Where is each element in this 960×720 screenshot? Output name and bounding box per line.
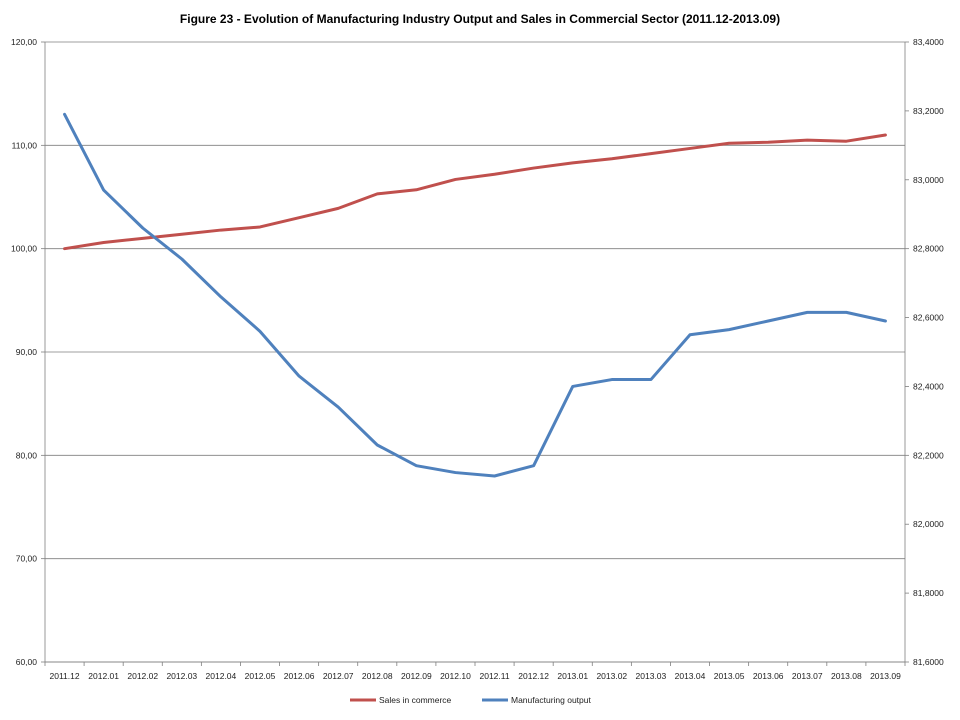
x-tick-label: 2012.03 (166, 671, 197, 681)
right-tick-label: 82,8000 (913, 244, 944, 254)
right-tick-label: 81,6000 (913, 657, 944, 667)
x-tick-label: 2012.01 (88, 671, 119, 681)
left-tick-label: 70,00 (16, 554, 38, 564)
right-tick-label: 82,4000 (913, 381, 944, 391)
right-tick-label: 82,0000 (913, 519, 944, 529)
left-tick-label: 80,00 (16, 450, 38, 460)
x-tick-label: 2012.04 (206, 671, 237, 681)
left-tick-label: 110,00 (12, 140, 38, 150)
right-y-axis-ticks: 81,6000 81,8000 82,0000 82,2000 82,4000 82,60… (905, 37, 944, 667)
chart-title: Figure 23 - Evolution of Manufacturing I… (179, 12, 781, 26)
series-line-manufacturing-output (63, 112, 887, 478)
x-axis-ticks: 2011.12 2012.01 2012.02 2012.03 2012.04 2012.… (44, 662, 906, 681)
right-tick-label: 82,6000 (913, 313, 944, 323)
left-tick-label: 60,00 (16, 657, 38, 667)
x-tick-label: 2012.10 (440, 671, 471, 681)
series-line-sales-in-commerce (63, 133, 887, 251)
right-tick-label: 83,4000 (913, 37, 944, 47)
right-tick-label: 82,2000 (913, 450, 944, 460)
right-tick-label: 81,8000 (913, 588, 944, 598)
series-lines (63, 112, 887, 478)
x-tick-label: 2012.05 (245, 671, 276, 681)
x-tick-label: 2012.11 (479, 671, 509, 681)
x-tick-label: 2013.01 (557, 671, 588, 681)
x-tick-label: 2013.09 (870, 671, 901, 681)
legend-label-sales-in-commerce: Sales in commerce (379, 695, 452, 705)
x-tick-label: 2013.03 (636, 671, 667, 681)
left-y-axis-ticks: 60,00 70,00 80,00 90,00 100,00 110,00 120,00 (11, 37, 45, 667)
x-tick-label: 2013.02 (596, 671, 627, 681)
x-tick-label: 2012.09 (401, 671, 432, 681)
x-tick-label: 2012.08 (362, 671, 393, 681)
x-tick-label: 2012.02 (127, 671, 158, 681)
x-tick-label: 2013.04 (675, 671, 706, 681)
gridlines (45, 41, 905, 663)
x-tick-label: 2012.12 (518, 671, 549, 681)
left-tick-label: 120,00 (11, 37, 37, 47)
right-tick-label: 83,2000 (913, 106, 944, 116)
x-tick-label: 2012.07 (323, 671, 354, 681)
x-tick-label: 2011.12 (49, 671, 79, 681)
legend-label-manufacturing-output: Manufacturing output (511, 695, 591, 705)
x-tick-label: 2013.06 (753, 671, 784, 681)
right-tick-label: 83,0000 (913, 175, 944, 185)
left-tick-label: 90,00 (16, 347, 38, 357)
x-tick-label: 2013.07 (792, 671, 823, 681)
x-tick-label: 2013.05 (714, 671, 745, 681)
x-tick-label: 2012.06 (284, 671, 315, 681)
legend: Sales in commerce Manufacturing output (350, 695, 591, 705)
x-tick-label: 2013.08 (831, 671, 862, 681)
left-tick-label: 100,00 (11, 244, 37, 254)
